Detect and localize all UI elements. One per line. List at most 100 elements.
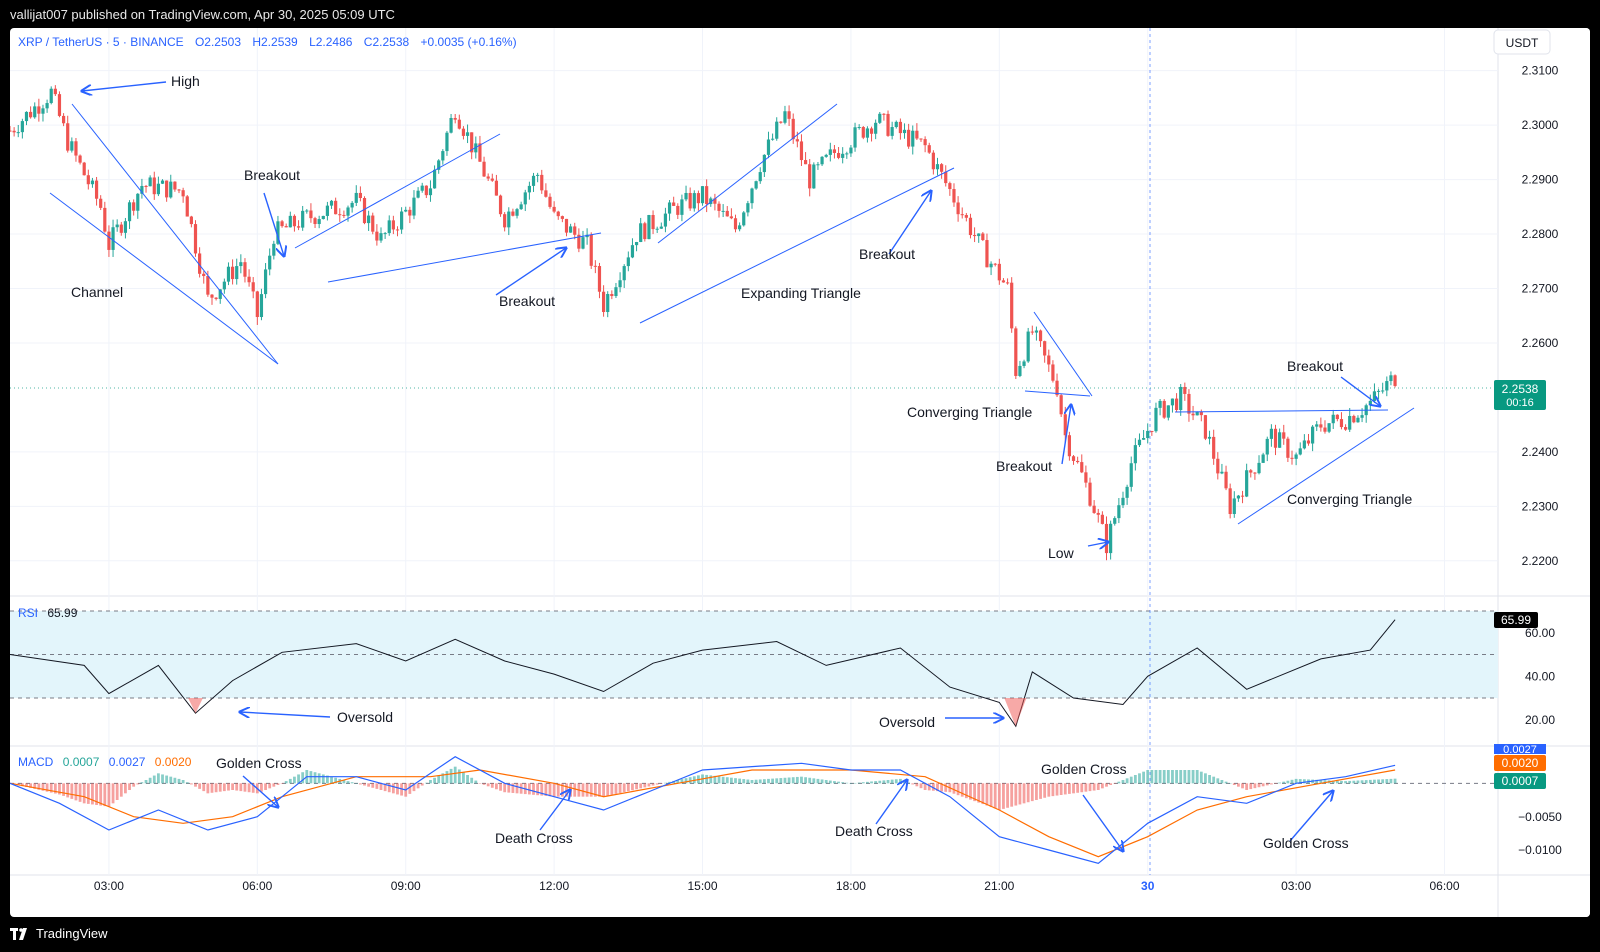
- chart-canvas[interactable]: XRP / TetherUS · 5 · BINANCE O2.2503 H2.…: [10, 28, 1590, 917]
- candle-body: [713, 198, 717, 204]
- annotation-arrow: [1082, 794, 1123, 851]
- candle-body: [692, 193, 696, 209]
- macd-histogram-bar: [1166, 770, 1170, 784]
- macd-histogram-bar: [490, 783, 494, 788]
- macd-histogram-bar: [1204, 773, 1207, 784]
- rsi-line: [10, 619, 1396, 728]
- macd-histogram-bar: [552, 783, 556, 797]
- macd-histogram-bar: [1138, 773, 1141, 784]
- candle-body: [618, 280, 622, 288]
- macd-histogram-bar: [371, 783, 375, 788]
- price-axis[interactable]: 2.3100 2.3000 2.2900 2.2800 2.2700 2.2600 2.24…: [1518, 64, 1562, 857]
- macd-histogram-bar: [857, 782, 861, 784]
- macd-histogram-bar: [573, 783, 577, 797]
- macd-histogram-bar: [1018, 783, 1022, 805]
- candle-body: [152, 177, 156, 195]
- rsi-label[interactable]: RSI: [18, 606, 38, 620]
- candle-body: [1376, 390, 1381, 392]
- candle-body: [750, 188, 754, 204]
- candle-body: [717, 203, 721, 211]
- candle-body: [247, 276, 251, 283]
- candle-body: [865, 128, 870, 138]
- label-golden-cross-3: Golden Cross: [1263, 835, 1349, 851]
- macd-histogram-bar: [866, 781, 869, 784]
- candle-body: [420, 185, 424, 191]
- candle-body: [66, 123, 70, 151]
- candle-body: [383, 233, 387, 235]
- macd-histogram-bar: [342, 780, 346, 784]
- candle-body: [1043, 341, 1047, 356]
- macd-histogram-bar: [511, 783, 515, 793]
- legend-symbol[interactable]: XRP / TetherUS · 5 · BINANCE: [18, 35, 184, 49]
- macd-histogram-bar: [37, 783, 41, 790]
- time-tick-label: 06:00: [1430, 879, 1460, 893]
- candle-body: [354, 192, 358, 203]
- macd-histogram-bar: [833, 781, 836, 784]
- macd-histogram-bar: [91, 783, 94, 805]
- macd-label[interactable]: MACD: [18, 755, 54, 769]
- macd-legend[interactable]: MACD 0.0007 0.0027 0.0020: [18, 755, 192, 769]
- macd-histogram-bar: [1249, 783, 1253, 790]
- candle-body: [544, 190, 548, 197]
- macd-histogram-bar: [53, 783, 57, 794]
- rsi-legend[interactable]: RSI 65.99: [18, 606, 78, 620]
- candle-body: [78, 155, 82, 163]
- label-death-cross-2: Death Cross: [835, 823, 913, 839]
- candle-body: [577, 234, 581, 249]
- candle-body: [1286, 438, 1290, 458]
- legend-row[interactable]: XRP / TetherUS · 5 · BINANCE O2.2503 H2.…: [18, 35, 517, 49]
- candle-body: [1319, 424, 1323, 428]
- macd-histogram-bar: [1043, 783, 1047, 798]
- macd-histogram-bar: [742, 779, 746, 784]
- footer-branding[interactable]: TradingView: [10, 926, 108, 941]
- candle-body: [490, 178, 494, 181]
- macd-histogram-bar: [194, 783, 197, 787]
- candle-body: [210, 294, 214, 298]
- candle-body: [453, 117, 457, 120]
- macd-histogram-bar: [890, 779, 894, 784]
- macd-histogram-bar: [210, 783, 214, 793]
- currency-button-label[interactable]: USDT: [1506, 36, 1539, 50]
- candle-body: [193, 224, 198, 254]
- candle-body: [1133, 445, 1137, 464]
- macd-histogram-bar: [808, 777, 812, 784]
- rsi-tick-label: 40.00: [1525, 669, 1555, 683]
- candle-body: [762, 154, 766, 173]
- macd-histogram-bar: [754, 779, 758, 784]
- macd-histogram-bar: [717, 776, 721, 784]
- macd-histogram-bar: [268, 783, 272, 789]
- candle-body: [1212, 436, 1216, 459]
- candle-body: [1389, 375, 1393, 382]
- macd-histogram-bar: [1331, 780, 1335, 784]
- macd-histogram-bar: [41, 783, 45, 791]
- macd-histogram-bar: [358, 783, 362, 785]
- candle-body: [1063, 414, 1067, 436]
- macd-histogram-bar: [1063, 783, 1067, 795]
- candle-body: [1236, 495, 1241, 499]
- time-axis[interactable]: 03:00 06:00 09:00 12:00 15:00 18:00 21:00 30 03:…: [94, 879, 1460, 893]
- candle-body: [123, 221, 128, 233]
- macd-histogram-bar: [115, 783, 119, 800]
- candle-body: [1018, 365, 1022, 376]
- candle-body: [989, 263, 993, 268]
- macd-histogram-bar: [997, 783, 1001, 810]
- candle-body: [1216, 458, 1220, 474]
- macd-histogram-bar: [111, 783, 115, 804]
- macd-histogram-bar: [346, 781, 350, 784]
- macd-histogram-bar: [334, 777, 338, 784]
- candle-body: [923, 139, 927, 146]
- candle-body: [515, 209, 519, 216]
- chart-panel[interactable]: XRP / TetherUS · 5 · BINANCE O2.2503 H2.…: [10, 28, 1590, 917]
- rsi-value-tag: 65.99: [1494, 612, 1538, 628]
- macd-histogram-bar: [927, 783, 931, 791]
- candle-body: [997, 263, 1001, 281]
- candle-body: [1142, 438, 1146, 440]
- macd-histogram-bar: [396, 783, 399, 795]
- candle-body: [503, 214, 507, 228]
- candle-body: [593, 265, 597, 267]
- currency-button[interactable]: USDT: [1493, 29, 1551, 55]
- trendline: [1237, 407, 1415, 525]
- macd-histogram-bar: [507, 783, 511, 793]
- macd-histogram-bar: [243, 783, 247, 792]
- annotation-arrows: [82, 81, 1380, 851]
